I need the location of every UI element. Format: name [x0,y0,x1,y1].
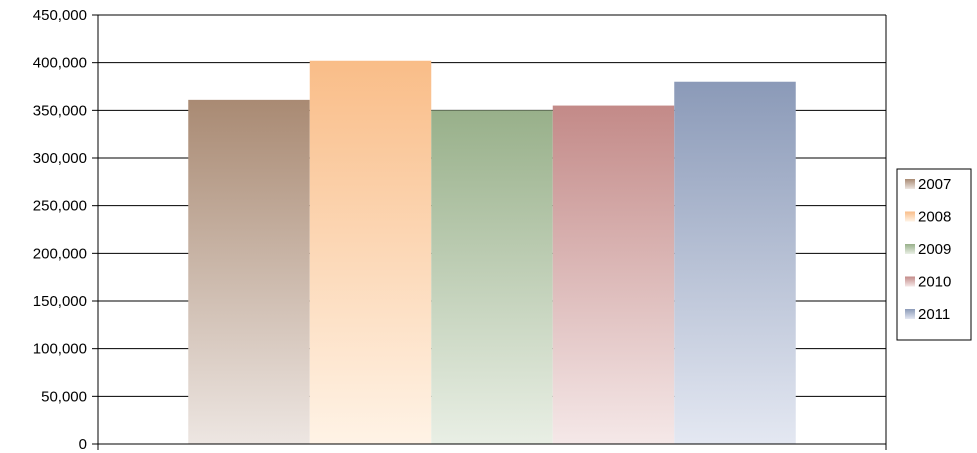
y-tick-label: 350,000 [33,102,87,119]
axes [97,15,887,450]
legend-label: 2008 [918,209,951,226]
legend-swatch-2009 [905,244,915,254]
legend-label: 2007 [918,176,951,193]
legend-label: 2010 [918,274,951,291]
y-tick-label: 400,000 [33,55,87,72]
legend-swatch-2008 [905,211,915,222]
y-tick-label: 0 [79,436,87,453]
bar-2008 [309,60,432,444]
y-tick-label: 300,000 [33,150,87,167]
y-tick-label: 150,000 [33,293,87,310]
bar-2011 [674,81,796,444]
y-tick-label: 200,000 [33,245,87,262]
bars [188,60,796,445]
y-tick-label: 450,000 [33,7,87,24]
legend: 2007 2008 2009 2010 2011 [896,168,972,341]
bar-2007 [188,99,310,444]
y-tick-label: 50,000 [41,388,87,405]
legend-swatch-2010 [905,276,915,287]
y-tick-label: 250,000 [33,198,87,215]
bar-2009 [431,110,553,444]
legend-label: 2011 [918,306,950,323]
legend-swatch-2007 [905,179,915,189]
legend-label: 2009 [918,241,951,258]
y-tick-label: 100,000 [33,341,87,358]
legend-swatch-2011 [905,309,915,319]
y-axis-ticks: 0 50,000 100,000 150,000 200,000 250,000 300,0… [33,7,98,453]
bar-2010 [552,105,675,445]
